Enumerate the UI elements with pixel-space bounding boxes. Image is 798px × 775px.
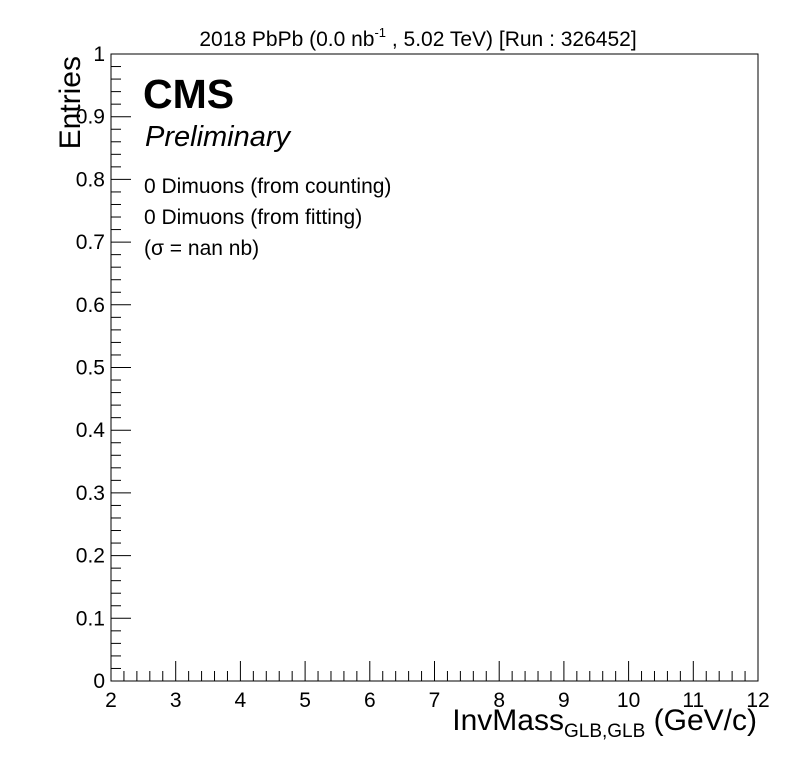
y-tick-label: 0.6 [76, 294, 105, 317]
x-axis-label-subscript: GLB,GLB [564, 721, 645, 742]
annotation-cross-section: (σ = nan nb) [144, 237, 259, 260]
title-superscript: -1 [374, 25, 386, 40]
chart-title: 2018 PbPb (0.0 nb-1 , 5.02 TeV) [Run : 3… [199, 25, 636, 51]
y-tick-label: 0 [93, 670, 105, 693]
x-tick-label: 3 [170, 689, 182, 712]
y-tick-label: 0.7 [76, 231, 105, 254]
x-tick-label: 9 [558, 689, 570, 712]
status-label: Preliminary [145, 121, 292, 153]
x-tick-label: 12 [746, 689, 769, 712]
x-tick-label: 7 [429, 689, 441, 712]
y-tick-label: 0.5 [76, 357, 105, 380]
x-axis-tick-labels: 2 3 4 5 6 7 8 9 10 11 12 [105, 689, 770, 712]
annotation-dimuons-counting: 0 Dimuons (from counting) [144, 175, 391, 198]
x-axis-label: InvMassGLB,GLB (GeV/c) [452, 704, 757, 742]
y-tick-label: 0.9 [76, 106, 105, 129]
x-axis-label-main: InvMass [452, 704, 564, 737]
title-rest: , 5.02 TeV) [Run : 326452] [386, 28, 637, 51]
y-tick-label: 0.4 [76, 419, 106, 442]
x-tick-label: 11 [682, 689, 704, 712]
y-tick-label: 0.1 [76, 607, 105, 630]
experiment-label: CMS [143, 71, 234, 117]
y-tick-label: 1 [93, 43, 105, 66]
x-tick-label: 6 [364, 689, 376, 712]
x-tick-label: 2 [105, 689, 117, 712]
x-tick-label: 4 [235, 689, 247, 712]
x-tick-label: 10 [617, 689, 640, 712]
x-axis-label-units: (GeV/c) [645, 704, 757, 737]
y-axis-ticks [111, 53, 131, 682]
y-axis-label: Entries [54, 56, 87, 149]
y-tick-label: 0.8 [76, 168, 105, 191]
x-tick-label: 5 [299, 689, 311, 712]
y-axis-tick-labels: 0 0.1 0.2 0.3 0.4 0.5 0.6 0.7 0.8 0.9 1 [76, 43, 106, 693]
y-tick-label: 0.2 [76, 545, 105, 568]
annotation-dimuons-fitting: 0 Dimuons (from fitting) [144, 206, 362, 229]
x-axis-ticks [110, 661, 759, 681]
title-main: 2018 PbPb (0.0 nb [199, 28, 374, 51]
x-tick-label: 8 [493, 689, 505, 712]
y-tick-label: 0.3 [76, 482, 105, 505]
